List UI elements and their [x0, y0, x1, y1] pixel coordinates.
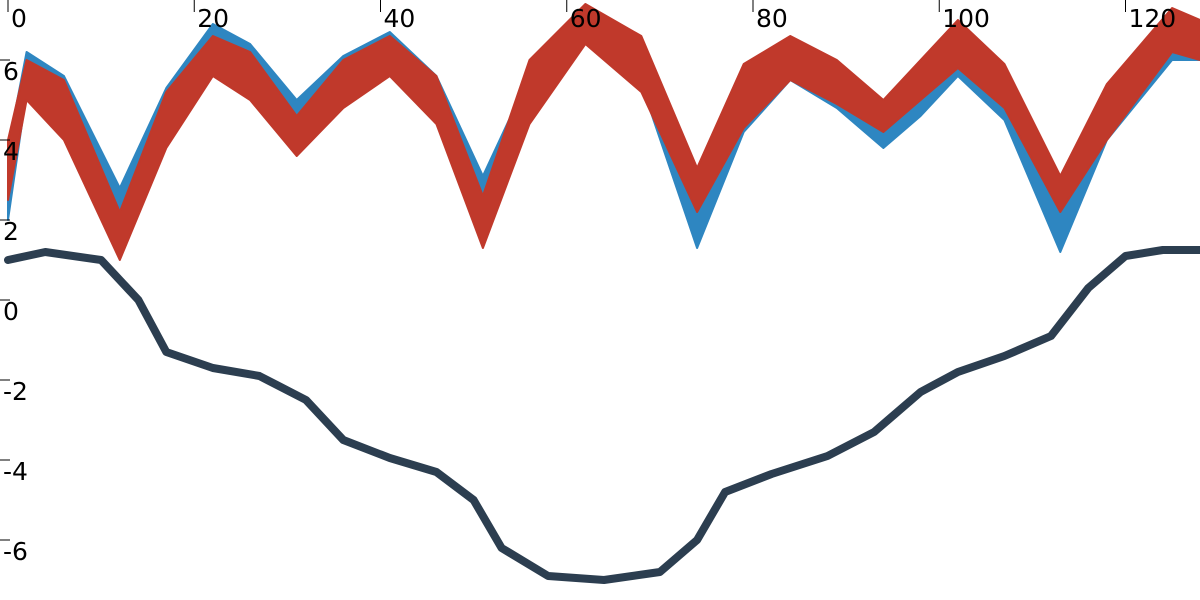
x-tick-label: 60	[570, 4, 602, 33]
y-tick-label: -6	[3, 537, 28, 566]
x-tick-label: 0	[11, 4, 27, 33]
x-tick-label: 20	[197, 4, 229, 33]
y-tick-label: -2	[3, 377, 28, 406]
band	[7, 3, 1200, 261]
y-tick-label: 4	[3, 137, 19, 166]
x-tick-label: 120	[1129, 4, 1177, 33]
y-tick-label: 0	[3, 297, 19, 326]
y-tick-label: 2	[3, 217, 19, 246]
y-tick-label: 6	[3, 57, 19, 86]
x-tick-label: 40	[384, 4, 416, 33]
y-tick-label: -4	[3, 457, 28, 486]
x-tick-label: 100	[942, 4, 990, 33]
line	[4, 246, 1200, 584]
x-tick-label: 80	[756, 4, 788, 33]
